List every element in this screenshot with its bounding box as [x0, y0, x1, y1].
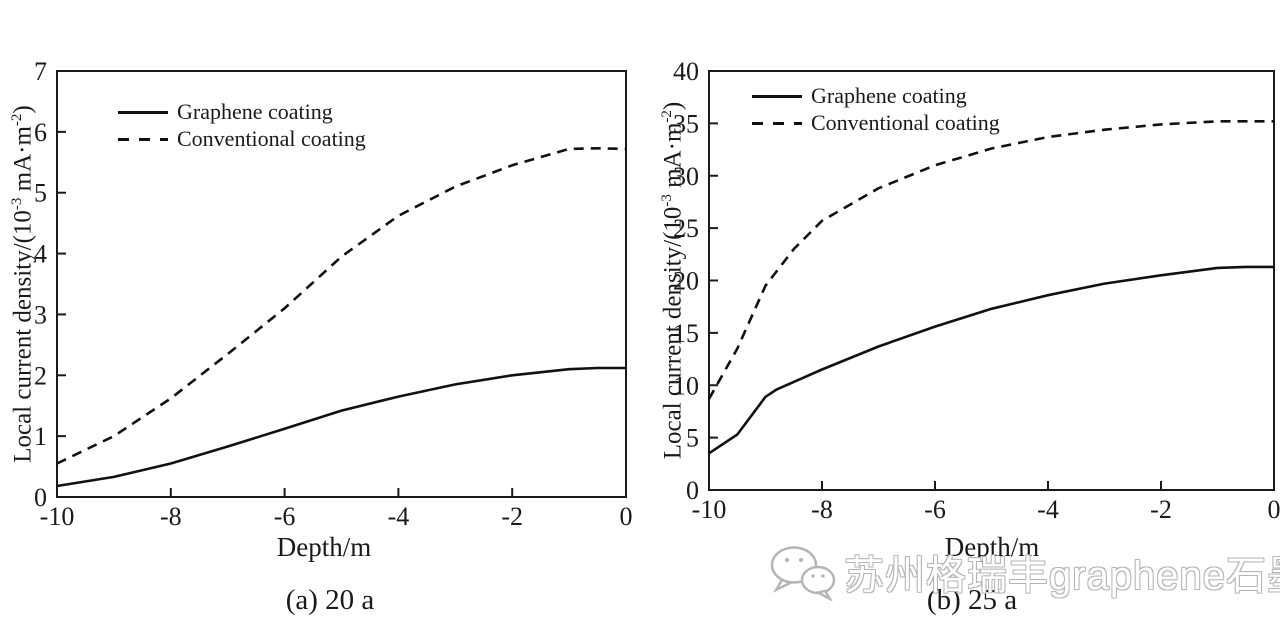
chart-b: -10 -8 -6 -4 -2 0 0 5 10 15 20 25 30 35 40 Graphene co… — [648, 0, 1280, 629]
legend-label: Conventional coating — [177, 126, 366, 151]
x-tick-label: -2 — [501, 502, 523, 531]
x-axis-label-a: Depth/m — [276, 532, 372, 562]
x-tick-label: -6 — [274, 502, 296, 531]
legend-label: Graphene coating — [177, 99, 333, 124]
chart-a: -10 -8 -6 -4 -2 0 0 1 2 3 4 5 6 7 Graphene coating Co… — [9, 57, 633, 616]
y-tick-label: 1 — [34, 422, 47, 451]
y-tick-label: 4 — [34, 240, 47, 269]
solid-line-sample — [752, 94, 802, 98]
y-tick-label: 35 — [673, 109, 699, 138]
watermark: 苏州格瑞丰graphene石墨烯 — [768, 543, 1280, 601]
y-tick-label: 40 — [673, 57, 699, 86]
legend-item-graphene: Graphene coating — [118, 99, 366, 124]
x-tick-label: -2 — [1150, 495, 1172, 524]
y-tick-label: 0 — [686, 476, 699, 505]
plot-frame — [56, 70, 627, 498]
y-tick-label: 2 — [34, 361, 47, 390]
watermark-text: 苏州格瑞丰graphene石墨烯 — [844, 554, 1280, 598]
legend-item-graphene: Graphene coating — [752, 83, 1000, 108]
y-tick-label: 20 — [673, 267, 699, 296]
x-tick-label: 0 — [1268, 495, 1280, 524]
legend-a: Graphene coating Conventional coating — [118, 99, 366, 151]
solid-line-sample — [118, 110, 168, 114]
y-tick-label: 5 — [686, 424, 699, 453]
y-tick-label: 3 — [34, 300, 47, 329]
x-tick-label: -10 — [692, 495, 727, 524]
y-tick-label: 5 — [34, 179, 47, 208]
x-tick-label: -4 — [388, 502, 410, 531]
series-line-solid — [708, 265, 1274, 455]
x-tick-label: -10 — [40, 502, 75, 531]
x-tick-label: -6 — [924, 495, 946, 524]
plot-area-b: -10 -8 -6 -4 -2 0 0 5 10 15 20 25 30 35 40 — [673, 57, 1280, 524]
wechat-icon — [770, 546, 836, 601]
y-tick-label: 6 — [34, 118, 47, 147]
legend-label: Conventional coating — [811, 110, 1000, 135]
x-tick-label: -8 — [160, 502, 182, 531]
y-tick-label: 30 — [673, 162, 699, 191]
y-tick-label: 7 — [34, 57, 47, 86]
series-line-dashed — [56, 147, 627, 465]
y-axis-label-a: Local current density/(10-3 mA·m-2) — [9, 105, 37, 463]
x-tick-label: -4 — [1037, 495, 1059, 524]
legend-b: Graphene coating Conventional coating — [752, 83, 1000, 135]
y-tick-label: 25 — [673, 214, 699, 243]
y-tick-label: 10 — [673, 371, 699, 400]
caption-b: (b) 25 a — [926, 584, 1018, 616]
series-line-solid — [56, 366, 626, 488]
plot-area-a: -10 -8 -6 -4 -2 0 0 1 2 3 4 5 6 7 — [34, 57, 633, 531]
x-tick-label: 0 — [620, 502, 633, 531]
dashed-line-sample — [118, 137, 168, 141]
legend-label: Graphene coating — [811, 83, 967, 108]
dashed-line-sample — [752, 121, 802, 125]
y-axis-label-b: Local current density/(10-3 mA·m-2) — [659, 101, 687, 460]
y-tick-label: 15 — [673, 319, 699, 348]
legend-item-conventional: Conventional coating — [752, 110, 1000, 135]
caption-a: (a) 20 a — [285, 584, 375, 616]
y-tick-label: 0 — [34, 483, 47, 512]
legend-item-conventional: Conventional coating — [118, 126, 366, 151]
x-axis-label-b: Depth/m — [944, 532, 1040, 562]
x-tick-label: -8 — [811, 495, 833, 524]
series-line-dashed — [707, 120, 1274, 400]
